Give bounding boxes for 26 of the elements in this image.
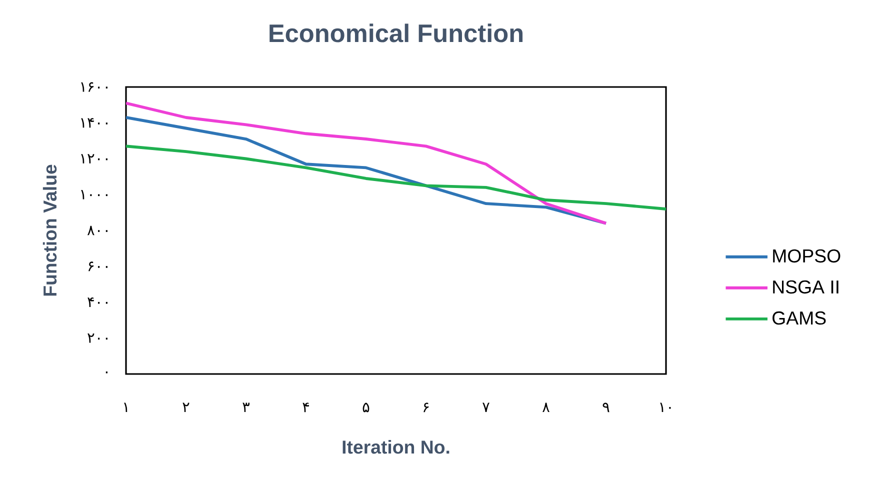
x-tick-label: ۴ bbox=[302, 402, 309, 412]
y-tick-label: ۱۶۰۰ bbox=[81, 82, 108, 92]
x-tick-label: ۷ bbox=[482, 402, 490, 412]
x-tick-label: ۱۰ bbox=[660, 402, 671, 412]
legend-label: NSGA II bbox=[773, 280, 838, 294]
y-tick-label: ۲۰۰ bbox=[88, 333, 108, 343]
legend-label: MOPSO bbox=[773, 249, 840, 263]
y-tick-label: ۴۰۰ bbox=[88, 298, 108, 307]
line-series bbox=[126, 144, 666, 210]
y-tick-label: ۱۲۰۰ bbox=[81, 154, 108, 164]
x-tick-label: ۱ bbox=[124, 402, 128, 412]
y-tick-label: ۶۰۰ bbox=[88, 262, 108, 272]
y-tick-label: ۱۴۰۰ bbox=[81, 118, 108, 128]
x-tick-label: ۵ bbox=[362, 402, 370, 412]
y-tick-label: ۱۰۰۰ bbox=[81, 190, 108, 200]
x-tick-label: ۲ bbox=[182, 402, 190, 412]
x-tick-label: ۸ bbox=[542, 402, 550, 412]
y-axis-title: Function Value bbox=[42, 164, 57, 296]
y-tick-label: ۸۰۰ bbox=[87, 226, 108, 236]
legend-label: GAMS bbox=[772, 311, 826, 325]
x-tick-label: ۶ bbox=[424, 402, 429, 412]
chart-title: Economical Function bbox=[270, 24, 523, 42]
x-axis-title: Iteration No. bbox=[342, 440, 450, 454]
x-tick-label: ۳ bbox=[242, 402, 250, 412]
y-tick-label: ۰ bbox=[106, 371, 108, 374]
x-tick-label: ۹ bbox=[602, 402, 610, 412]
